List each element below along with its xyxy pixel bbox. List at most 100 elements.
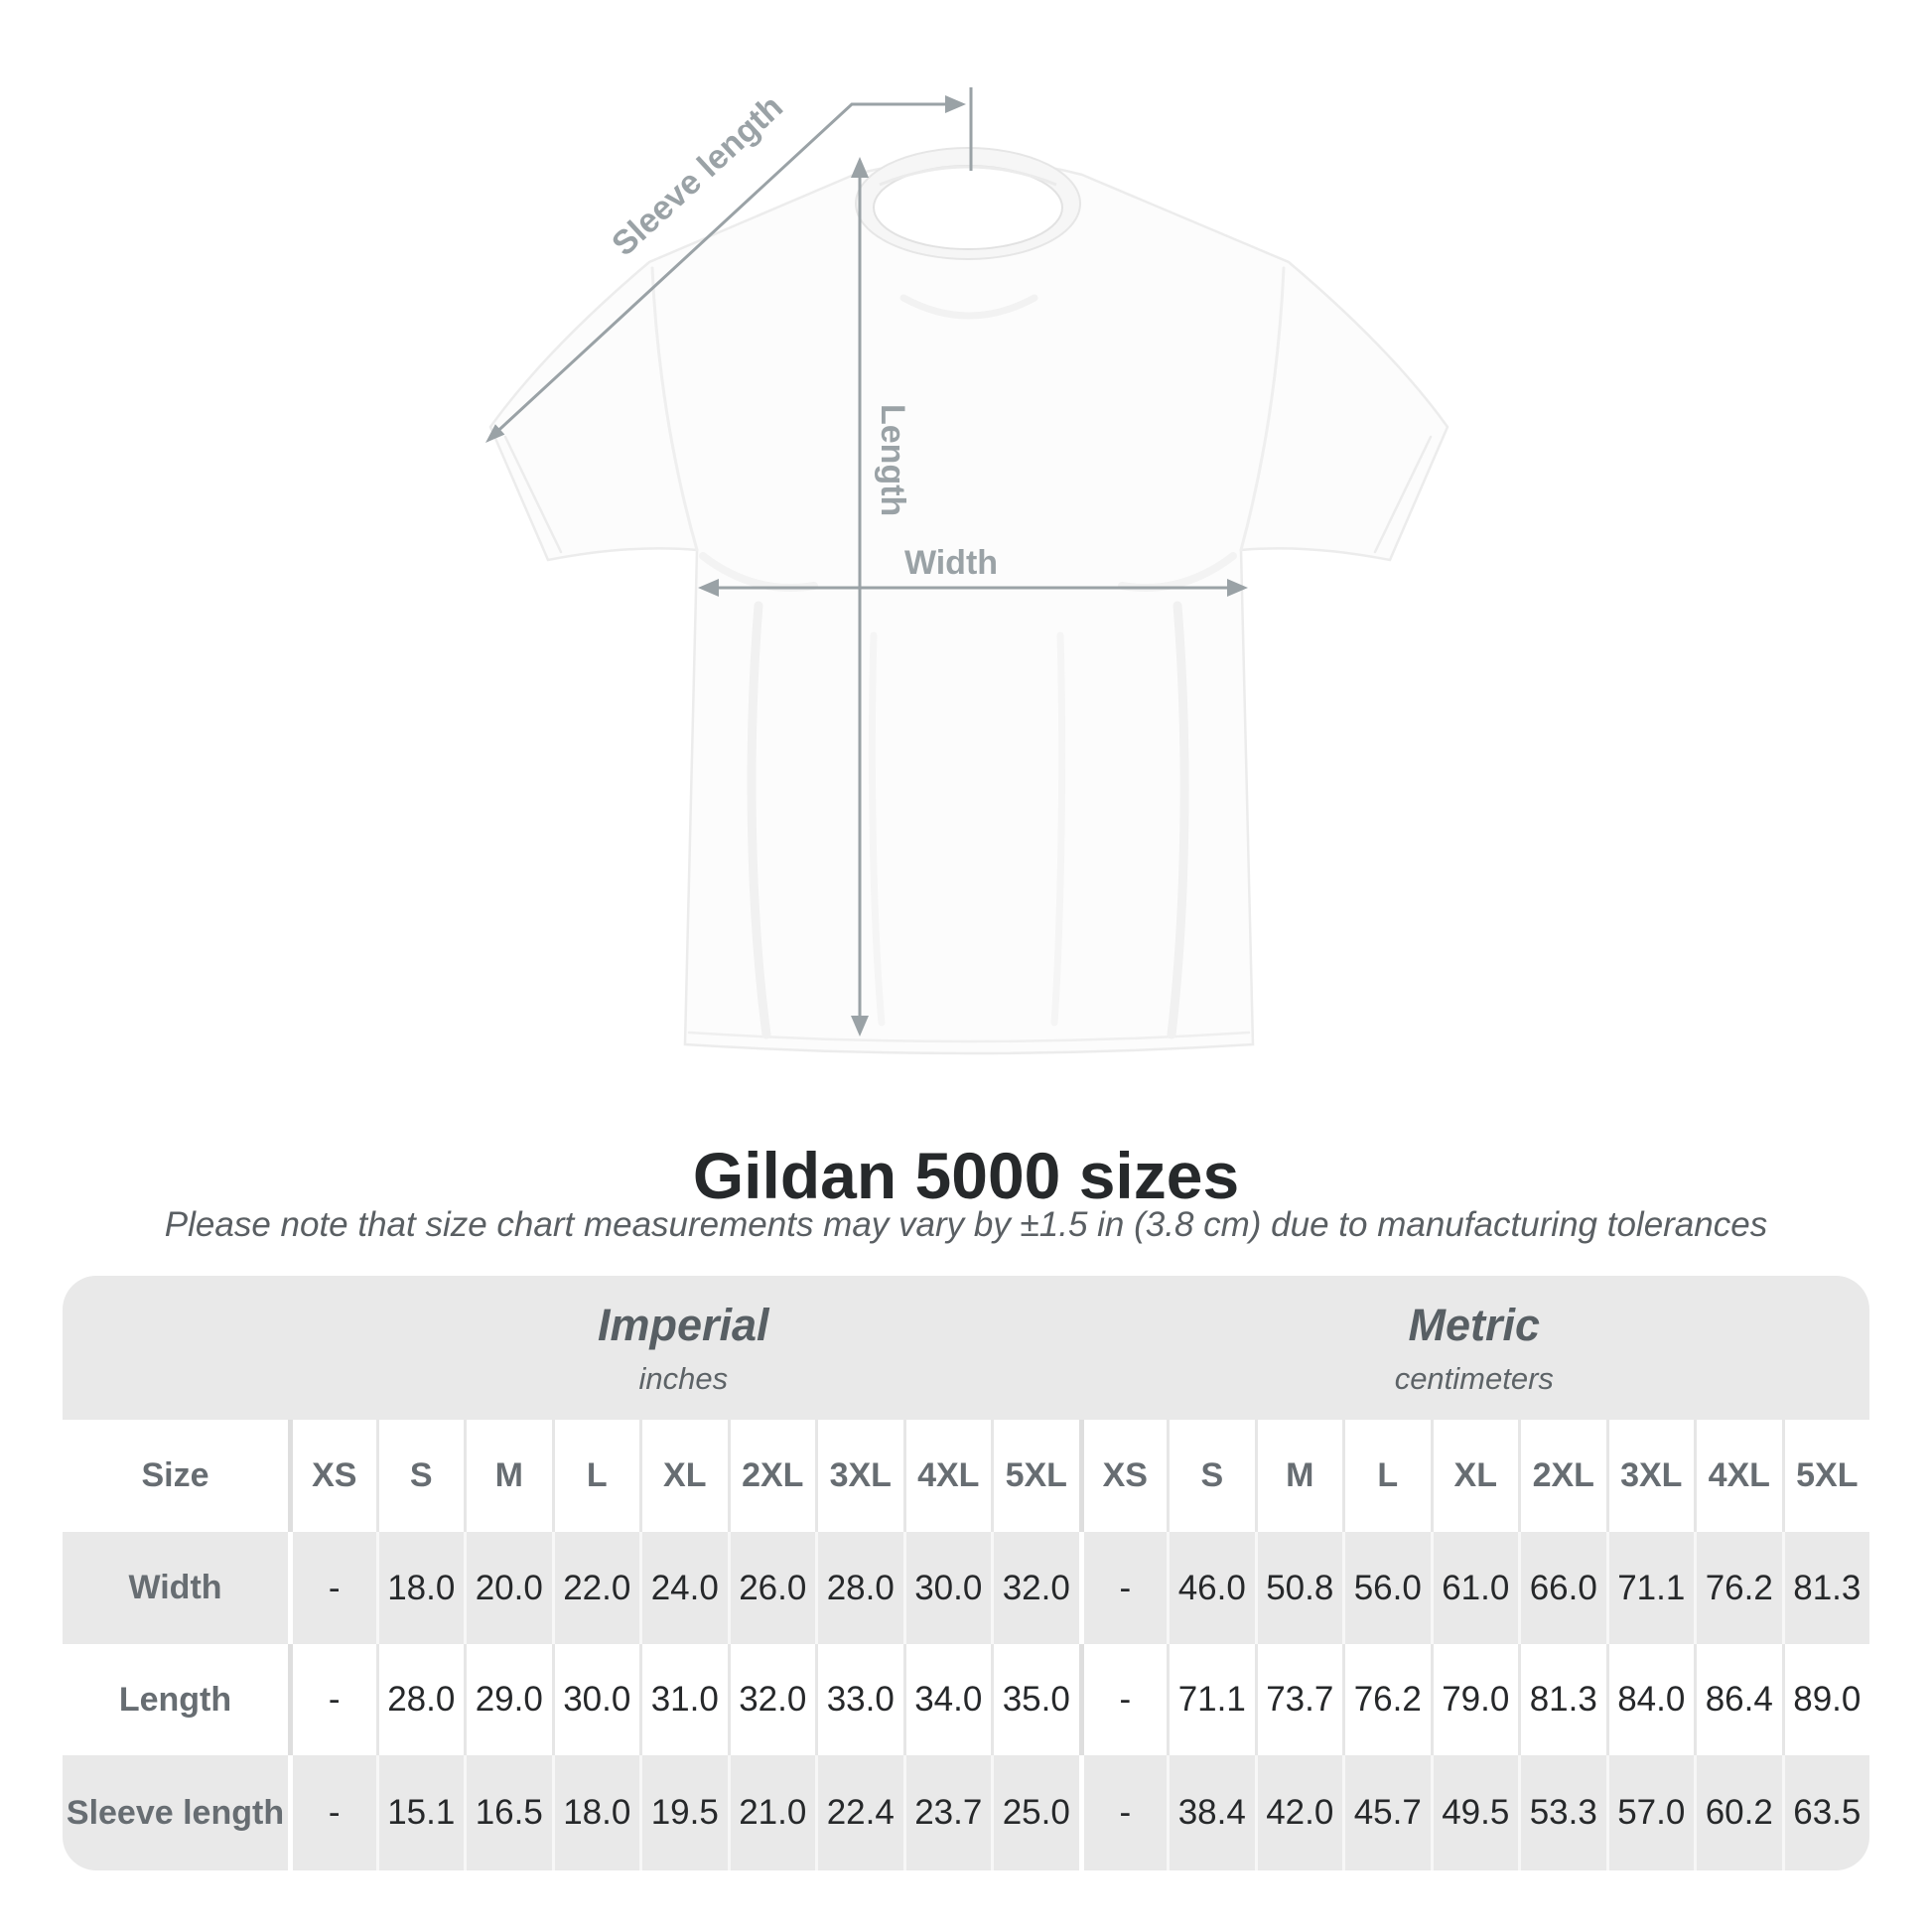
size-header-metric-3xl: 3XL (1605, 1420, 1695, 1532)
cell-length-metric-2xl: 81.3 (1518, 1644, 1606, 1755)
cell-width-imperial-m: 20.0 (464, 1532, 552, 1644)
cell-sleeve-length-metric-m: 42.0 (1254, 1755, 1343, 1870)
size-table-container: Imperial inches Metric centimeters Size … (63, 1276, 1869, 1870)
size-header-metric-m: M (1254, 1420, 1343, 1532)
row-label: Length (63, 1644, 288, 1755)
size-header-metric-2xl: 2XL (1518, 1420, 1606, 1532)
size-header-imperial-m: M (464, 1420, 552, 1532)
size-header-imperial-l: L (551, 1420, 639, 1532)
cell-sleeve-length-metric-s: 38.4 (1167, 1755, 1255, 1870)
cell-width-imperial-2xl: 26.0 (727, 1532, 815, 1644)
table-row-length: Length -28.0 29.0 30.0 31.0 32.0 33.0 34.0 35.0-… (63, 1644, 1869, 1755)
cell-width-imperial-3xl: 28.0 (815, 1532, 903, 1644)
cell-sleeve-length-metric-l: 45.7 (1342, 1755, 1431, 1870)
tshirt-illustration (488, 147, 1449, 1055)
cell-width-metric-m: 50.8 (1254, 1532, 1343, 1644)
cell-length-imperial-xl: 31.0 (639, 1644, 728, 1755)
table-row-sleeve-length: Sleeve length -15.1 16.5 18.0 19.5 21.0 22.4 23… (63, 1755, 1869, 1870)
metric-section-header: Metric centimeters (1078, 1276, 1869, 1420)
sleeve-arrow-icon (485, 424, 505, 443)
tolerance-note: Please note that size chart measurements… (164, 1205, 1768, 1244)
cell-length-metric-xs: - (1078, 1644, 1168, 1755)
size-table: Imperial inches Metric centimeters Size … (63, 1276, 1869, 1870)
page-title: Gildan 5000 sizes (692, 1139, 1240, 1212)
cell-sleeve-length-imperial-3xl: 22.4 (815, 1755, 903, 1870)
cell-length-imperial-5xl: 35.0 (991, 1644, 1079, 1755)
size-header-imperial-4xl: 4XL (902, 1420, 991, 1532)
imperial-unit-label: inches (638, 1360, 729, 1396)
size-header-imperial-xs: XS (288, 1420, 376, 1532)
measurement-lines (488, 87, 1241, 1027)
cell-length-metric-m: 73.7 (1254, 1644, 1343, 1755)
cell-length-imperial-m: 29.0 (464, 1644, 552, 1755)
cell-width-metric-3xl: 71.1 (1605, 1532, 1695, 1644)
size-header-metric-xs: XS (1078, 1420, 1168, 1532)
size-header-metric-l: L (1342, 1420, 1431, 1532)
cell-length-imperial-2xl: 32.0 (727, 1644, 815, 1755)
cell-sleeve-length-imperial-m: 16.5 (464, 1755, 552, 1870)
width-arrow-left-icon (698, 579, 719, 597)
cell-length-metric-3xl: 84.0 (1605, 1644, 1695, 1755)
size-column-header: Size (63, 1420, 288, 1532)
size-header-imperial-2xl: 2XL (727, 1420, 815, 1532)
size-header-metric-xl: XL (1430, 1420, 1519, 1532)
cell-length-metric-xl: 79.0 (1430, 1644, 1519, 1755)
cell-length-metric-s: 71.1 (1167, 1644, 1255, 1755)
cell-length-metric-l: 76.2 (1342, 1644, 1431, 1755)
cell-width-imperial-5xl: 32.0 (991, 1532, 1079, 1644)
table-row-width: Width -18.0 20.0 22.0 24.0 26.0 28.0 30.0 32.0-4… (63, 1532, 1869, 1644)
cell-width-metric-4xl: 76.2 (1694, 1532, 1782, 1644)
cell-length-imperial-s: 28.0 (375, 1644, 464, 1755)
cell-width-metric-xs: - (1078, 1532, 1168, 1644)
length-arrow-up-icon (851, 157, 869, 178)
imperial-section-header: Imperial inches (288, 1276, 1079, 1420)
cell-sleeve-length-metric-4xl: 60.2 (1694, 1755, 1782, 1870)
cell-sleeve-length-imperial-xl: 19.5 (639, 1755, 728, 1870)
size-header-imperial-s: S (375, 1420, 464, 1532)
unit-section-row: Imperial inches Metric centimeters (63, 1276, 1869, 1420)
size-header-row: Size XS S M L XL 2XL 3XL 4XL 5XL XS S M L XL 2XL 3XL 4XL… (63, 1420, 1869, 1532)
width-arrow-right-icon (1227, 579, 1248, 597)
cell-sleeve-length-metric-2xl: 53.3 (1518, 1755, 1606, 1870)
cell-width-imperial-4xl: 30.0 (902, 1532, 991, 1644)
cell-width-metric-s: 46.0 (1167, 1532, 1255, 1644)
cell-length-imperial-3xl: 33.0 (815, 1644, 903, 1755)
cell-width-metric-2xl: 66.0 (1518, 1532, 1606, 1644)
cell-sleeve-length-metric-xl: 49.5 (1430, 1755, 1519, 1870)
cell-width-imperial-xs: - (288, 1532, 376, 1644)
width-label: Width (904, 544, 998, 582)
cell-width-imperial-s: 18.0 (375, 1532, 464, 1644)
length-label: Length (874, 404, 911, 516)
corner-spacer (63, 1276, 288, 1420)
sleeve-arrow-right-icon (945, 95, 966, 113)
row-label: Sleeve length (63, 1755, 288, 1870)
cell-sleeve-length-metric-3xl: 57.0 (1605, 1755, 1695, 1870)
cell-sleeve-length-imperial-xs: - (288, 1755, 376, 1870)
size-header-imperial-3xl: 3XL (815, 1420, 903, 1532)
size-header-imperial-xl: XL (639, 1420, 728, 1532)
cell-length-metric-4xl: 86.4 (1694, 1644, 1782, 1755)
cell-length-metric-5xl: 89.0 (1781, 1644, 1869, 1755)
cell-sleeve-length-imperial-4xl: 23.7 (902, 1755, 991, 1870)
metric-unit-label: centimeters (1394, 1360, 1554, 1396)
size-header-metric-s: S (1167, 1420, 1255, 1532)
cell-sleeve-length-imperial-2xl: 21.0 (727, 1755, 815, 1870)
cell-width-metric-5xl: 81.3 (1781, 1532, 1869, 1644)
cell-sleeve-length-imperial-s: 15.1 (375, 1755, 464, 1870)
size-header-metric-5xl: 5XL (1781, 1420, 1869, 1532)
tshirt-diagram: Sleeve length Length Width (485, 87, 1449, 1055)
cell-sleeve-length-imperial-5xl: 25.0 (991, 1755, 1079, 1870)
cell-length-imperial-4xl: 34.0 (902, 1644, 991, 1755)
metric-label: Metric (1408, 1299, 1541, 1350)
length-arrow-down-icon (851, 1016, 869, 1036)
size-header-metric-4xl: 4XL (1694, 1420, 1782, 1532)
cell-sleeve-length-imperial-l: 18.0 (551, 1755, 639, 1870)
cell-sleeve-length-metric-xs: - (1078, 1755, 1168, 1870)
cell-sleeve-length-metric-5xl: 63.5 (1781, 1755, 1869, 1870)
size-header-imperial-5xl: 5XL (991, 1420, 1079, 1532)
cell-width-metric-xl: 61.0 (1430, 1532, 1519, 1644)
arrowheads (485, 95, 1248, 1036)
imperial-label: Imperial (597, 1299, 769, 1350)
row-label: Width (63, 1532, 288, 1644)
